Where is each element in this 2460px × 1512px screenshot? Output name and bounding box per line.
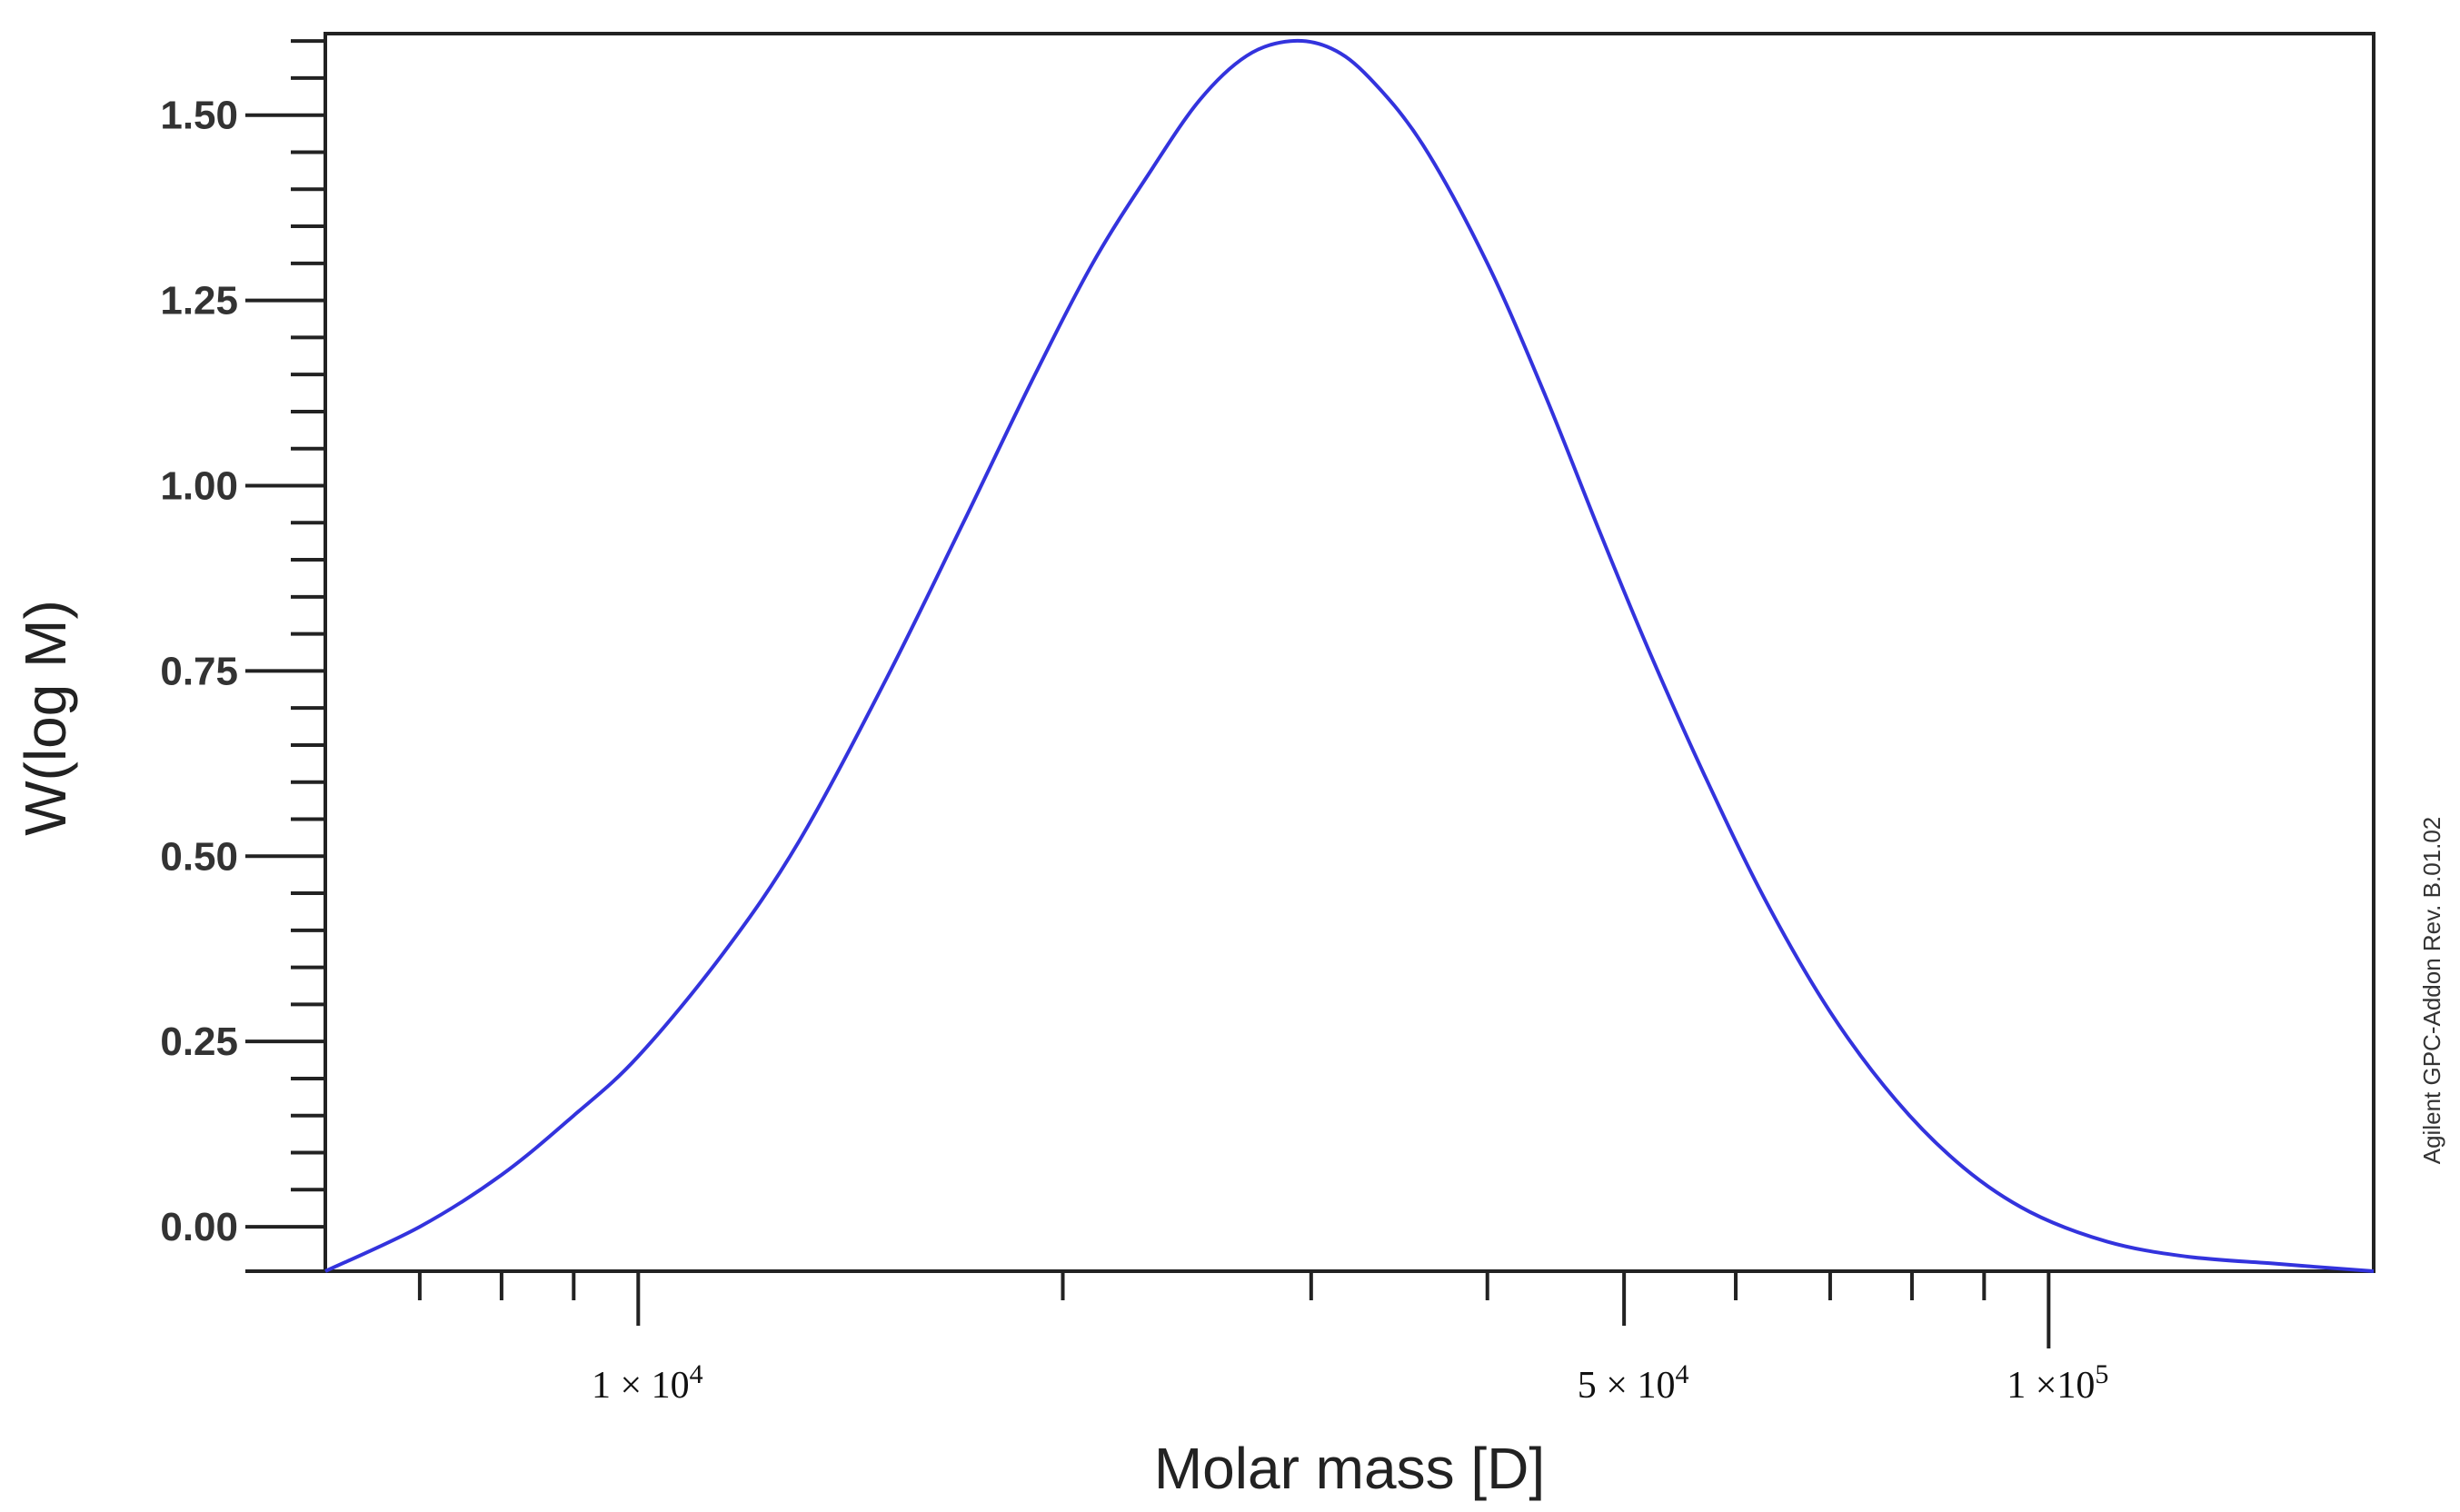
y-tick-label: 1.25 — [160, 279, 238, 323]
y-tick-label: 0.25 — [160, 1020, 238, 1064]
y-tick-label: 0.00 — [160, 1205, 238, 1249]
y-tick-label: 0.50 — [160, 834, 238, 879]
x-axis-ticks: 1 × 104 5 × 104 1 ×105 — [417, 1271, 2108, 1407]
x-tick-label: 1 ×105 — [2007, 1359, 2108, 1407]
series-line — [324, 38, 2375, 1273]
x-tick-label: 5 × 104 — [1578, 1359, 1689, 1407]
y-axis-title: W(log M) — [13, 600, 78, 836]
x-axis-title: Molar mass [D] — [1154, 1436, 1545, 1501]
y-axis-ticks: 0.00 0.25 0.50 0.75 1.00 1.25 1.50 — [160, 39, 325, 1249]
software-watermark: Agilent GPC-Addon Rev. B.01.02 — [2418, 817, 2445, 1165]
y-tick-label: 1.50 — [160, 94, 238, 138]
plot-frame — [324, 32, 2375, 1273]
y-tick-label: 1.00 — [160, 463, 238, 508]
y-tick-label: 0.75 — [160, 649, 238, 693]
x-tick-label: 1 × 104 — [592, 1359, 703, 1407]
